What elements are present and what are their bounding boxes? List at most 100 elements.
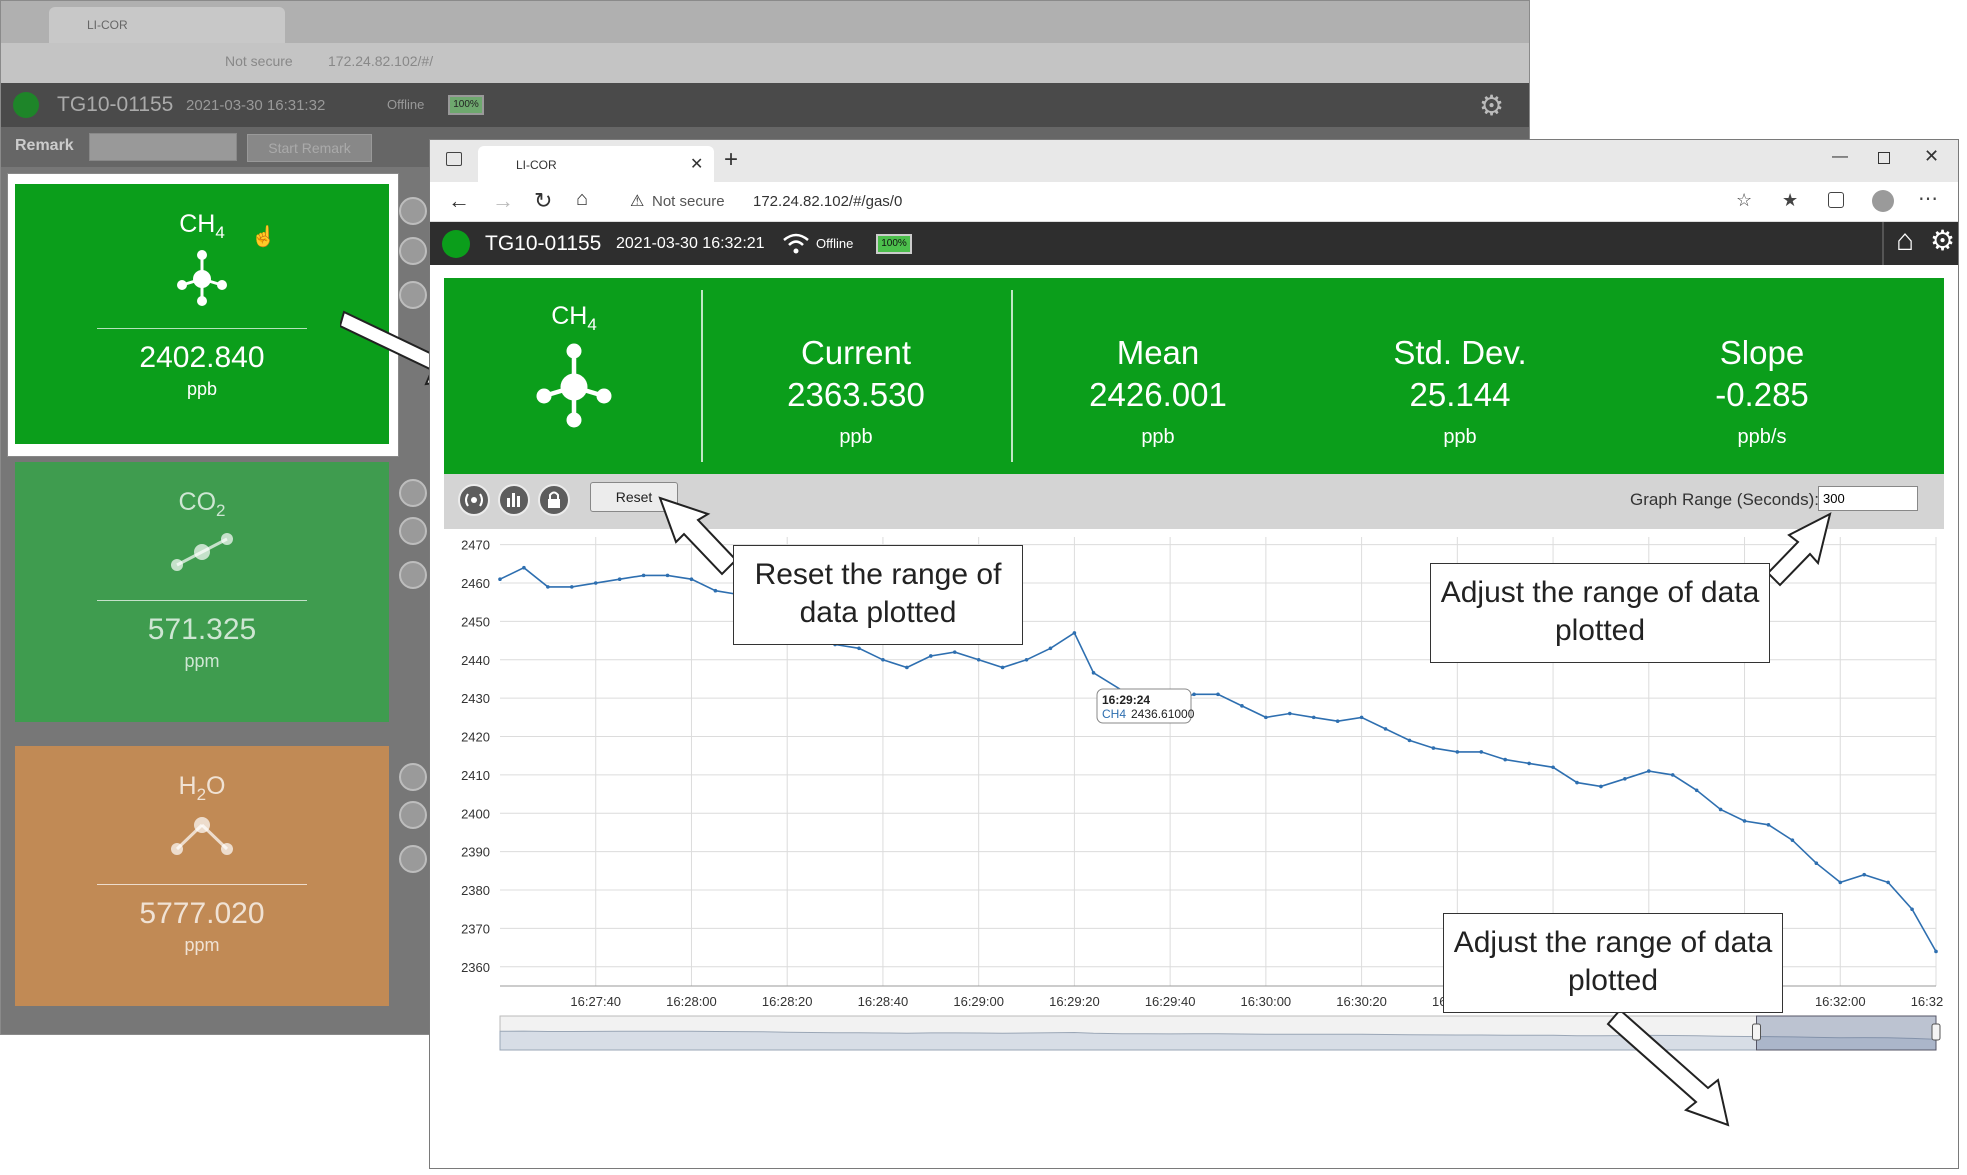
data-point xyxy=(1766,823,1771,827)
data-point xyxy=(1694,788,1699,793)
security-label: Not secure xyxy=(652,193,725,210)
gas-identity: CH4 xyxy=(444,302,704,434)
minimize-icon[interactable]: — xyxy=(1832,148,1848,165)
card-value: 571.325 xyxy=(147,613,257,646)
stat-label: Mean xyxy=(1116,334,1200,371)
back-arrow-icon[interactable]: ← xyxy=(448,188,470,213)
more-menu-icon[interactable]: ⋯ xyxy=(1918,188,1938,210)
back-url[interactable]: 172.24.82.102/#/ xyxy=(328,53,434,69)
reset-callout: Reset the range of data plotted xyxy=(733,545,1023,645)
range-callout: Adjust the range of data plotted xyxy=(1430,563,1770,663)
bar-chart-icon[interactable] xyxy=(399,801,427,829)
y-tick-label: 2420 xyxy=(461,730,490,745)
new-tab-icon[interactable]: + xyxy=(724,146,739,173)
ch4-card[interactable]: CH4 2402.840 ppb ☝ xyxy=(15,184,389,444)
tab-close-icon[interactable]: ✕ xyxy=(690,156,704,173)
graph-range-input[interactable] xyxy=(1818,486,1918,511)
start-remark-button[interactable]: Start Remark xyxy=(247,134,372,162)
favorites-icon[interactable]: ★ xyxy=(1782,190,1799,210)
data-point xyxy=(665,573,670,578)
data-point xyxy=(1503,757,1507,762)
x-tick-label: 16:29:40 xyxy=(1145,994,1196,1009)
y-tick-label: 2370 xyxy=(461,921,490,936)
data-point xyxy=(1359,715,1364,720)
home-nav-icon[interactable]: ⌂ xyxy=(1896,224,1915,257)
forward-arrow-icon[interactable]: → xyxy=(492,188,514,213)
data-point xyxy=(570,585,574,589)
bar-chart-icon[interactable] xyxy=(498,484,530,516)
stat-value: 2363.530 xyxy=(787,376,925,413)
url-text[interactable]: 172.24.82.102/#/gas/0 xyxy=(753,193,903,210)
live-data-icon[interactable] xyxy=(399,479,427,507)
graph-range-label: Graph Range (Seconds): xyxy=(1630,490,1819,509)
gas-stats-panel: CH4 Current 2363.530 ppb Mean 2426.001 p… xyxy=(444,278,1944,474)
warning-icon: ⚠ xyxy=(630,193,645,210)
bar-chart-icon[interactable] xyxy=(399,517,427,545)
refresh-icon[interactable]: ↻ xyxy=(534,188,553,213)
data-point xyxy=(1862,872,1866,877)
stat-unit: ppb xyxy=(839,426,873,448)
data-point xyxy=(1575,780,1579,785)
back-address-bar[interactable]: Not secure 172.24.82.102/#/ xyxy=(1,43,1529,83)
stat-std-dev: Std. Dev. 25.144 ppb xyxy=(1340,334,1580,449)
reset-button[interactable]: Reset xyxy=(590,482,678,512)
data-point xyxy=(1240,704,1244,708)
stat-value: -0.285 xyxy=(1715,376,1809,413)
data-point xyxy=(905,665,909,670)
tab-actions-icon[interactable] xyxy=(446,152,462,166)
home-icon[interactable]: ⌂ xyxy=(576,188,589,210)
back-browser-tab[interactable]: LI-COR xyxy=(49,7,285,43)
card-gas-name: CH4 xyxy=(179,210,225,242)
lock-icon[interactable] xyxy=(399,281,427,309)
live-data-icon[interactable] xyxy=(458,484,490,516)
lock-icon[interactable] xyxy=(538,484,570,516)
data-point xyxy=(1407,738,1412,743)
status-dot-icon xyxy=(442,230,470,258)
data-point xyxy=(1479,750,1484,754)
x-tick-label: 16:32:20 xyxy=(1911,994,1944,1009)
h2o-card[interactable]: H2O 5777.020 ppm xyxy=(15,746,389,1006)
y-tick-label: 2440 xyxy=(461,653,490,668)
card-gas-name: CO2 xyxy=(178,488,226,520)
gas-name: CH4 xyxy=(551,302,597,334)
back-tab-title: LI-COR xyxy=(87,18,128,32)
live-data-icon[interactable] xyxy=(399,197,427,225)
co2-card[interactable]: CO2 571.325 ppm xyxy=(15,462,389,722)
y-tick-label: 2360 xyxy=(461,960,490,975)
profile-avatar-icon[interactable] xyxy=(1872,190,1894,212)
favorites-add-icon[interactable]: ☆ xyxy=(1736,190,1753,210)
ch4-molecule-icon xyxy=(536,343,612,428)
collections-icon[interactable] xyxy=(1828,192,1844,208)
x-tick-label: 16:28:00 xyxy=(666,994,717,1009)
maximize-icon[interactable] xyxy=(1878,152,1890,164)
tooltip-box xyxy=(1096,688,1192,724)
data-point xyxy=(617,577,622,582)
data-point xyxy=(1551,765,1555,770)
window-close-icon[interactable]: ✕ xyxy=(1924,146,1940,166)
y-tick-label: 2390 xyxy=(461,845,490,860)
data-point xyxy=(976,658,981,662)
live-data-icon[interactable] xyxy=(399,763,427,791)
x-tick-label: 16:27:40 xyxy=(570,994,621,1009)
lock-icon[interactable] xyxy=(399,561,427,589)
bar-chart-icon[interactable] xyxy=(399,237,427,265)
data-point xyxy=(1072,631,1077,635)
back-network-status: Offline xyxy=(387,97,425,112)
back-datetime: 2021-03-30 16:31:32 xyxy=(186,97,326,114)
browser-tab[interactable]: LI-COR ✕ xyxy=(478,146,714,182)
back-gear-icon[interactable]: ⚙ xyxy=(1479,90,1505,121)
settings-gear-icon[interactable]: ⚙ xyxy=(1930,225,1956,256)
lock-icon[interactable] xyxy=(399,845,427,873)
tab-title: LI-COR xyxy=(516,158,557,172)
y-tick-label: 2460 xyxy=(461,576,490,591)
data-point xyxy=(952,650,957,654)
wifi-icon xyxy=(783,233,809,254)
data-point xyxy=(522,565,526,570)
chart-tooltip: 16:29:24 CH4 2436.61000 xyxy=(1096,688,1195,724)
card-divider xyxy=(97,328,307,329)
data-point xyxy=(1264,715,1268,720)
data-point xyxy=(881,658,885,662)
x-tick-label: 16:30:20 xyxy=(1336,994,1387,1009)
remark-input[interactable] xyxy=(89,133,237,161)
stat-unit: ppb xyxy=(1141,426,1175,448)
